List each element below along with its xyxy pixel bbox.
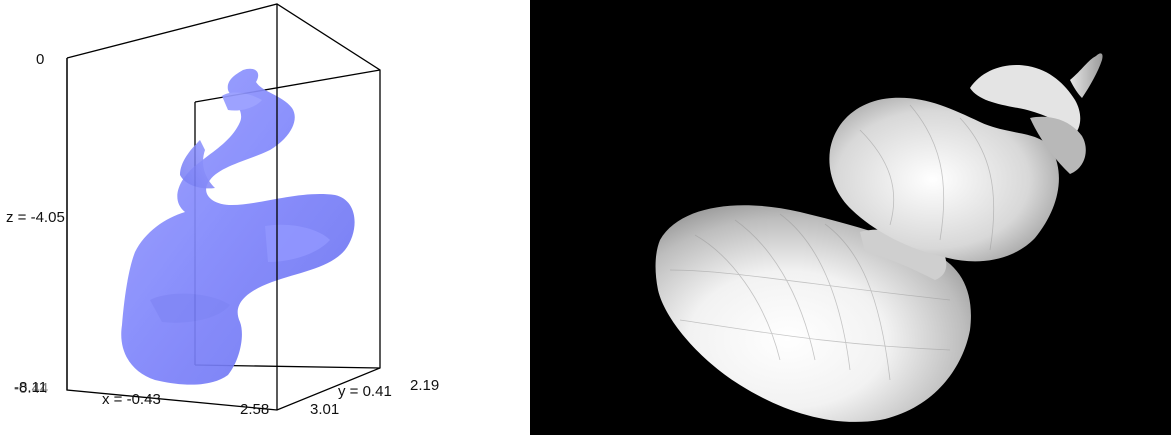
x-min-label: -0.44	[14, 380, 48, 397]
y-axis-label: y = 0.41	[338, 383, 392, 400]
x-max-label: 2.58	[240, 401, 269, 418]
bounding-box-front	[66, 3, 381, 411]
y-min-label: 3.01	[310, 401, 339, 418]
z-top-label: 0	[36, 51, 44, 68]
z-bottom-label: -8.11	[14, 379, 47, 396]
left-3d-canvas[interactable]: 0 z = -4.05 -8.11 -0.44 x = -0.43 2.58 3…	[0, 0, 530, 435]
right-3d-view[interactable]	[530, 0, 1171, 435]
right-3d-canvas[interactable]	[530, 0, 1171, 435]
helix-surface	[121, 68, 355, 385]
y-max-label: 2.19	[410, 377, 439, 394]
z-axis-label: z = -4.05	[6, 209, 65, 226]
x-axis-label: x = -0.43	[102, 391, 161, 408]
left-3d-view[interactable]: 0 z = -4.05 -8.11 -0.44 x = -0.43 2.58 3…	[0, 0, 530, 435]
tube-surface	[655, 53, 1103, 422]
